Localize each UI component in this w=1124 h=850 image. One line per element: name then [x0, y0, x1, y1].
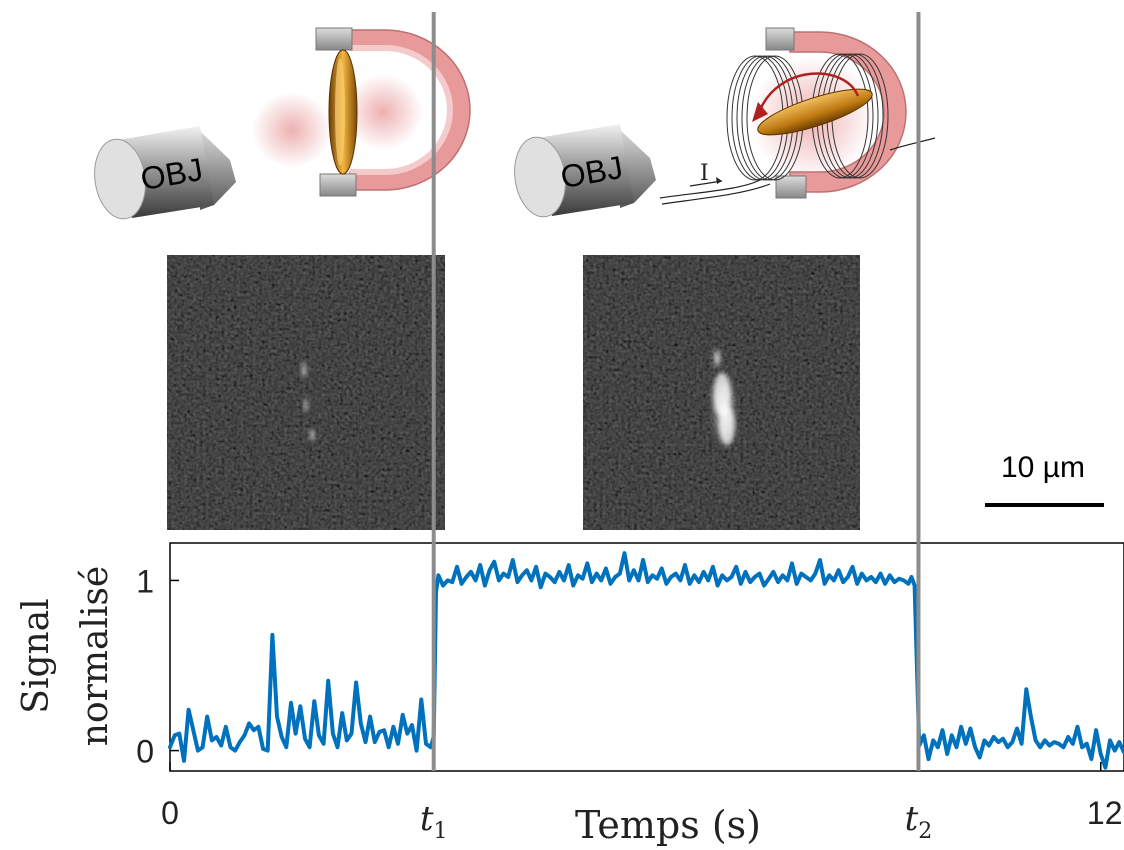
- y-axis-label: Signal normalisé: [16, 566, 116, 746]
- light-spot-right: [343, 74, 423, 150]
- image-panel-right: [583, 255, 860, 530]
- x-tick-label: 12: [1087, 795, 1123, 831]
- objective-left: OBJ: [94, 126, 236, 220]
- series-line: [168, 551, 1124, 770]
- x-tick-label: t2: [905, 799, 933, 844]
- plot-frame: [169, 542, 1124, 772]
- objective-right: OBJ: [514, 124, 656, 218]
- image-panel-left: [167, 255, 445, 530]
- illustration-left: OBJ: [94, 27, 471, 220]
- bright-spot-right: [708, 344, 740, 456]
- y-ticks: 01: [136, 563, 179, 770]
- x-tick-label: 0: [161, 795, 179, 831]
- x-ticks: 0 t1 t2 12: [161, 762, 1123, 844]
- illustration-right: OBJ: [514, 27, 936, 218]
- y-axis-label-line2: normalisé: [75, 566, 116, 746]
- y-tick-label: 0: [136, 734, 154, 770]
- current-wire: [659, 179, 761, 199]
- current-label: I: [700, 161, 709, 186]
- rotation-arrow: [758, 72, 860, 111]
- magnet-left: [315, 27, 471, 197]
- bright-spot-left: [300, 358, 316, 445]
- scale-bar: 10 µm: [985, 451, 1104, 507]
- y-axis-label-line1: Signal: [16, 598, 57, 713]
- light-spot-left: [252, 92, 332, 168]
- y-tick-label: 1: [136, 563, 154, 599]
- particle-ellipsoid: [757, 88, 873, 136]
- scale-bar-label: 10 µm: [1001, 451, 1085, 484]
- current-arrow: [689, 180, 723, 187]
- event-lines: [431, 12, 921, 771]
- x-axis-label: Temps (s): [575, 803, 761, 847]
- x-tick-label: t1: [420, 799, 448, 844]
